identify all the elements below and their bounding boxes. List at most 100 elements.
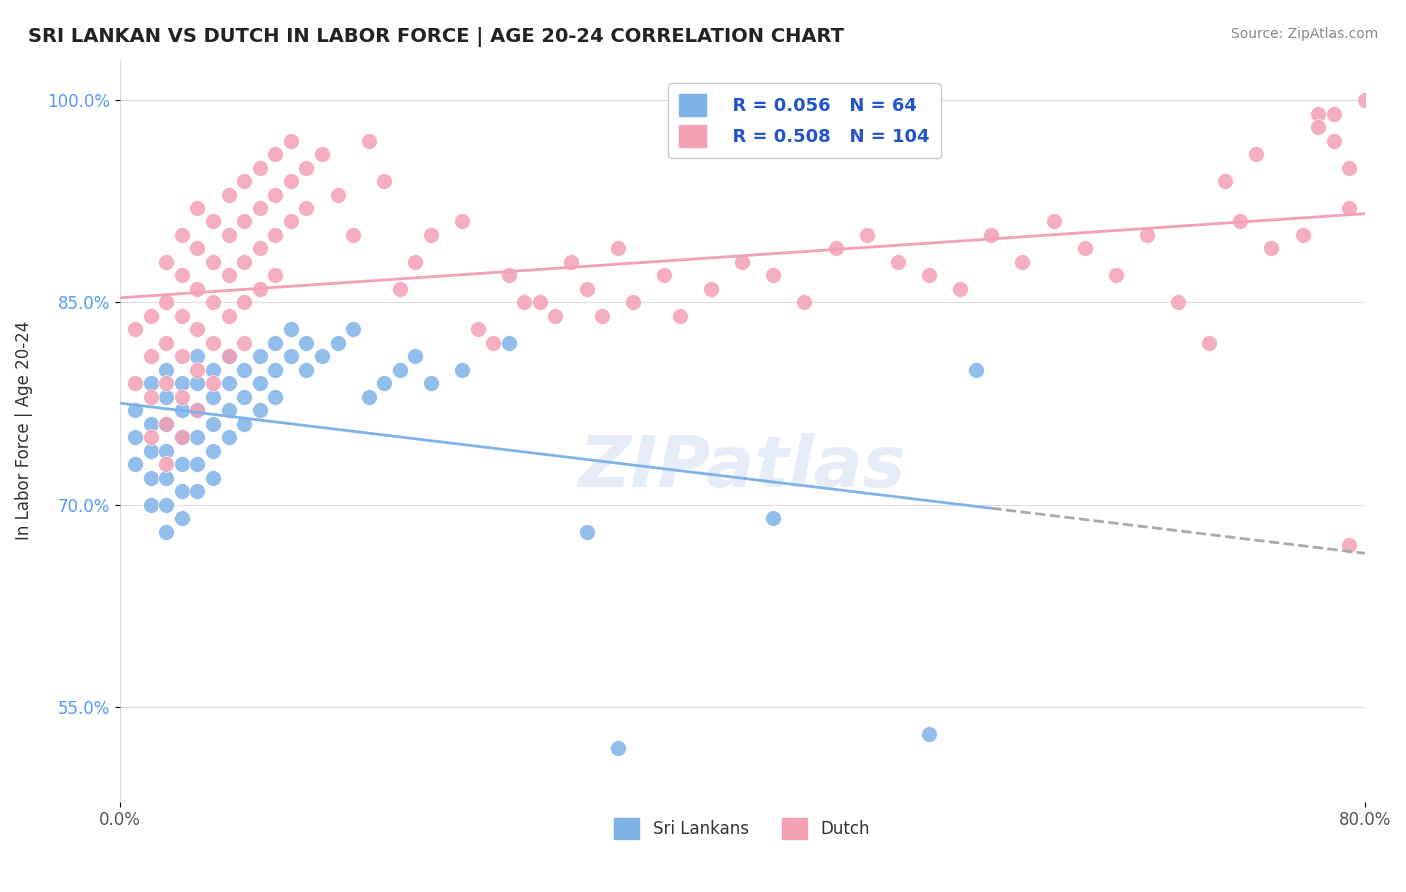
Point: [498, 268, 520, 283]
Y-axis label: In Labor Force | Age 20-24: In Labor Force | Age 20-24: [15, 321, 32, 541]
Point: [201, 376, 224, 391]
Point: [1167, 295, 1189, 310]
Point: [1260, 242, 1282, 256]
Point: [404, 350, 426, 364]
Point: [419, 376, 441, 391]
Point: [170, 484, 193, 499]
Point: [1291, 227, 1313, 242]
Point: [201, 214, 224, 228]
Point: [186, 363, 208, 377]
Point: [264, 147, 287, 161]
Point: [669, 309, 692, 323]
Point: [186, 403, 208, 417]
Point: [342, 322, 364, 336]
Point: [201, 390, 224, 404]
Point: [218, 309, 240, 323]
Point: [311, 147, 333, 161]
Point: [155, 390, 177, 404]
Point: [124, 322, 146, 336]
Point: [233, 214, 256, 228]
Point: [918, 727, 941, 741]
Point: [155, 417, 177, 431]
Point: [1073, 242, 1095, 256]
Text: Source: ZipAtlas.com: Source: ZipAtlas.com: [1230, 27, 1378, 41]
Point: [201, 255, 224, 269]
Point: [1244, 147, 1267, 161]
Point: [264, 187, 287, 202]
Point: [280, 214, 302, 228]
Point: [1229, 214, 1251, 228]
Point: [170, 227, 193, 242]
Point: [311, 350, 333, 364]
Point: [170, 376, 193, 391]
Point: [1306, 120, 1329, 134]
Point: [357, 390, 380, 404]
Point: [155, 458, 177, 472]
Point: [388, 363, 411, 377]
Point: [139, 443, 162, 458]
Legend: Sri Lankans, Dutch: Sri Lankans, Dutch: [607, 812, 876, 846]
Point: [249, 282, 271, 296]
Point: [560, 255, 582, 269]
Point: [264, 268, 287, 283]
Point: [186, 350, 208, 364]
Text: SRI LANKAN VS DUTCH IN LABOR FORCE | AGE 20-24 CORRELATION CHART: SRI LANKAN VS DUTCH IN LABOR FORCE | AGE…: [28, 27, 844, 46]
Point: [965, 363, 987, 377]
Point: [513, 295, 536, 310]
Point: [1323, 134, 1346, 148]
Point: [249, 376, 271, 391]
Point: [155, 417, 177, 431]
Point: [139, 350, 162, 364]
Point: [295, 161, 318, 175]
Point: [1136, 227, 1159, 242]
Point: [124, 376, 146, 391]
Point: [1339, 161, 1361, 175]
Point: [1306, 106, 1329, 120]
Point: [201, 335, 224, 350]
Point: [201, 295, 224, 310]
Point: [124, 403, 146, 417]
Point: [170, 430, 193, 444]
Point: [186, 201, 208, 215]
Point: [451, 214, 474, 228]
Point: [1323, 106, 1346, 120]
Point: [170, 309, 193, 323]
Point: [1339, 538, 1361, 552]
Point: [233, 417, 256, 431]
Point: [264, 363, 287, 377]
Point: [249, 242, 271, 256]
Point: [233, 255, 256, 269]
Point: [342, 227, 364, 242]
Point: [918, 268, 941, 283]
Point: [155, 524, 177, 539]
Point: [139, 471, 162, 485]
Point: [170, 390, 193, 404]
Point: [155, 363, 177, 377]
Point: [451, 363, 474, 377]
Point: [218, 350, 240, 364]
Point: [498, 335, 520, 350]
Point: [139, 430, 162, 444]
Point: [155, 295, 177, 310]
Point: [280, 134, 302, 148]
Point: [249, 201, 271, 215]
Point: [170, 268, 193, 283]
Point: [373, 174, 395, 188]
Point: [1198, 335, 1220, 350]
Point: [529, 295, 551, 310]
Point: [731, 255, 754, 269]
Point: [201, 363, 224, 377]
Point: [201, 471, 224, 485]
Point: [762, 511, 785, 525]
Point: [155, 471, 177, 485]
Point: [280, 322, 302, 336]
Point: [1011, 255, 1033, 269]
Point: [218, 268, 240, 283]
Point: [155, 376, 177, 391]
Point: [373, 376, 395, 391]
Point: [1105, 268, 1128, 283]
Point: [170, 403, 193, 417]
Point: [186, 458, 208, 472]
Point: [264, 227, 287, 242]
Point: [264, 335, 287, 350]
